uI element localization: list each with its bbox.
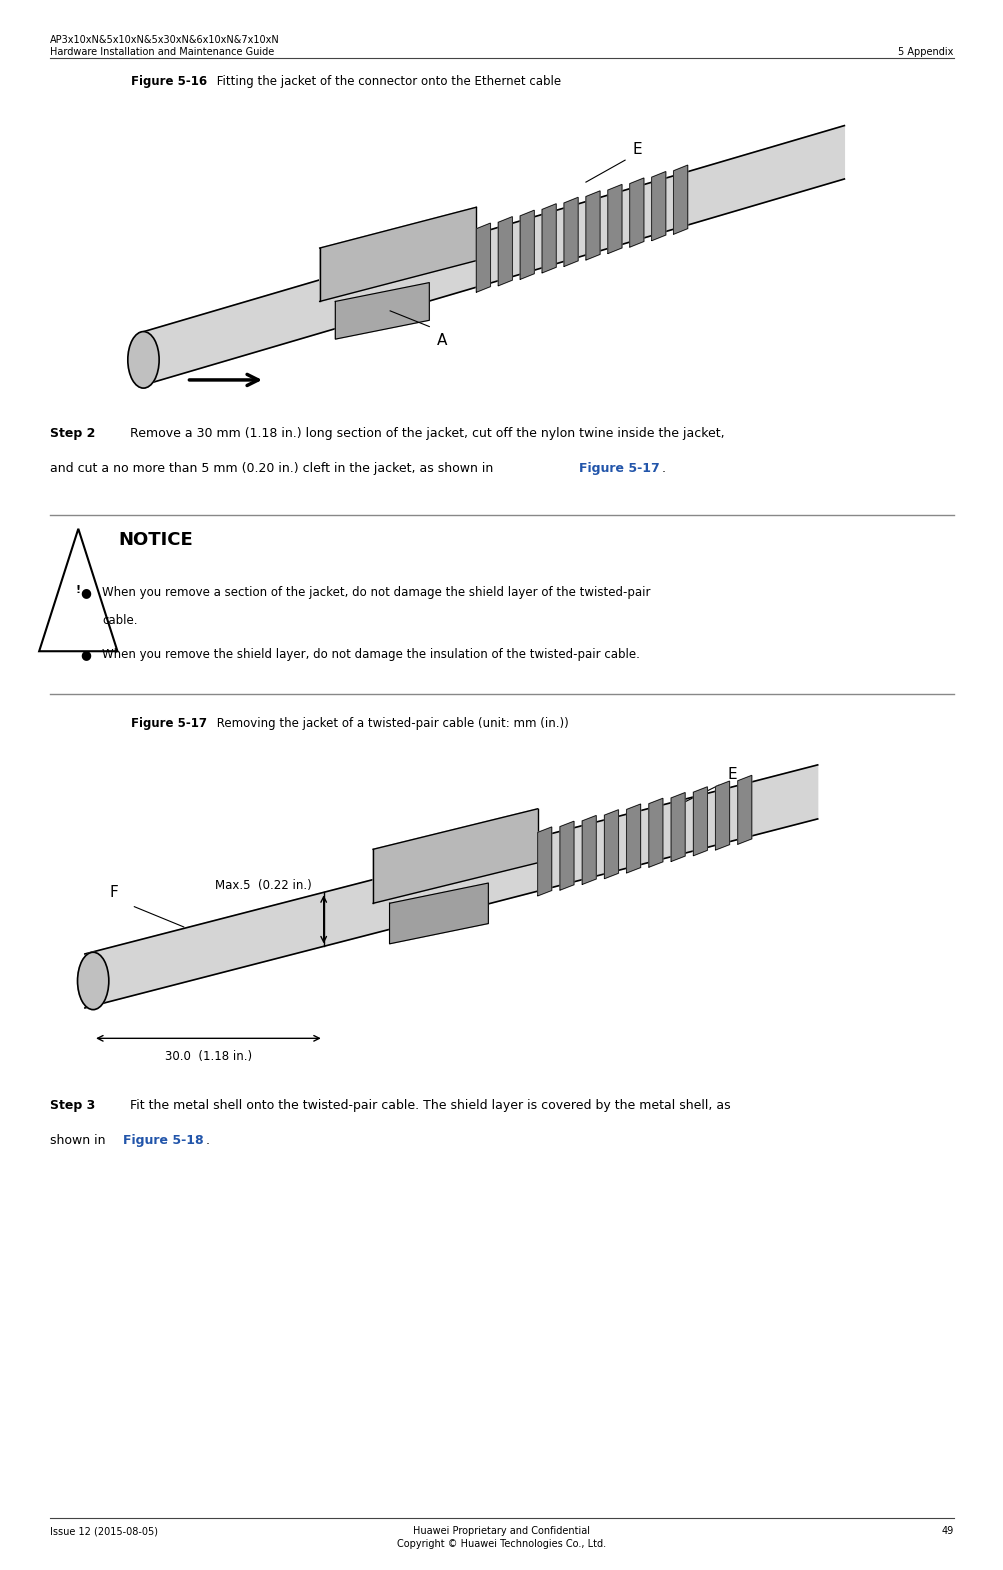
Text: NOTICE: NOTICE [118, 531, 193, 548]
Ellipse shape [127, 331, 159, 388]
Polygon shape [542, 204, 556, 273]
Text: 30.0  (1.18 in.): 30.0 (1.18 in.) [164, 1050, 252, 1063]
Polygon shape [85, 765, 816, 1008]
Text: shown in: shown in [50, 1134, 109, 1146]
Text: cable.: cable. [102, 614, 137, 626]
Text: Fitting the jacket of the connector onto the Ethernet cable: Fitting the jacket of the connector onto… [213, 75, 561, 88]
Text: Step 3: Step 3 [50, 1099, 95, 1112]
Ellipse shape [77, 953, 108, 1010]
Polygon shape [497, 217, 512, 286]
Text: 49: 49 [941, 1526, 953, 1535]
Polygon shape [335, 283, 429, 339]
Polygon shape [560, 821, 574, 890]
Polygon shape [582, 815, 596, 884]
Text: When you remove the shield layer, do not damage the insulation of the twisted-pa: When you remove the shield layer, do not… [102, 648, 640, 661]
Text: Hardware Installation and Maintenance Guide: Hardware Installation and Maintenance Gu… [50, 47, 274, 57]
Text: and cut a no more than 5 mm (0.20 in.) cleft in the jacket, as shown in: and cut a no more than 5 mm (0.20 in.) c… [50, 462, 496, 474]
Text: ●: ● [80, 586, 91, 598]
Polygon shape [651, 171, 665, 240]
Polygon shape [673, 165, 687, 234]
Polygon shape [629, 177, 643, 246]
Polygon shape [319, 207, 475, 301]
Text: !: ! [75, 586, 81, 595]
Text: F: F [109, 885, 117, 900]
Text: E: E [632, 141, 642, 157]
Polygon shape [670, 793, 684, 862]
Polygon shape [139, 126, 844, 386]
Polygon shape [607, 184, 621, 253]
Polygon shape [538, 827, 552, 896]
Text: Removing the jacket of a twisted-pair cable (unit: mm (in.)): Removing the jacket of a twisted-pair ca… [213, 717, 568, 730]
Text: AP3x10xN&5x10xN&5x30xN&6x10xN&7x10xN: AP3x10xN&5x10xN&5x30xN&6x10xN&7x10xN [50, 35, 280, 44]
Polygon shape [373, 809, 538, 903]
Text: Figure 5-18: Figure 5-18 [123, 1134, 204, 1146]
Text: Copyright © Huawei Technologies Co., Ltd.: Copyright © Huawei Technologies Co., Ltd… [397, 1539, 606, 1548]
Polygon shape [389, 882, 487, 944]
Polygon shape [737, 776, 751, 845]
Polygon shape [475, 223, 489, 292]
Polygon shape [564, 198, 578, 267]
Polygon shape [648, 798, 662, 867]
Text: Huawei Proprietary and Confidential: Huawei Proprietary and Confidential [413, 1526, 590, 1535]
Polygon shape [715, 782, 729, 849]
Text: Figure 5-16: Figure 5-16 [130, 75, 207, 88]
Text: A: A [436, 333, 447, 349]
Polygon shape [586, 192, 600, 261]
Polygon shape [520, 210, 534, 279]
Polygon shape [693, 787, 707, 856]
Text: Max.5  (0.22 in.): Max.5 (0.22 in.) [215, 879, 311, 892]
Text: Issue 12 (2015-08-05): Issue 12 (2015-08-05) [50, 1526, 158, 1535]
Text: E: E [726, 766, 736, 782]
Polygon shape [604, 810, 618, 879]
Text: Remove a 30 mm (1.18 in.) long section of the jacket, cut off the nylon twine in: Remove a 30 mm (1.18 in.) long section o… [118, 427, 724, 440]
Text: .: . [206, 1134, 210, 1146]
Text: 5 Appendix: 5 Appendix [898, 47, 953, 57]
Text: ●: ● [80, 648, 91, 661]
Text: .: . [661, 462, 665, 474]
Polygon shape [626, 804, 640, 873]
Text: Step 2: Step 2 [50, 427, 95, 440]
Text: Fit the metal shell onto the twisted-pair cable. The shield layer is covered by : Fit the metal shell onto the twisted-pai… [118, 1099, 730, 1112]
Text: Figure 5-17: Figure 5-17 [579, 462, 659, 474]
Text: When you remove a section of the jacket, do not damage the shield layer of the t: When you remove a section of the jacket,… [102, 586, 650, 598]
Text: Figure 5-17: Figure 5-17 [130, 717, 207, 730]
